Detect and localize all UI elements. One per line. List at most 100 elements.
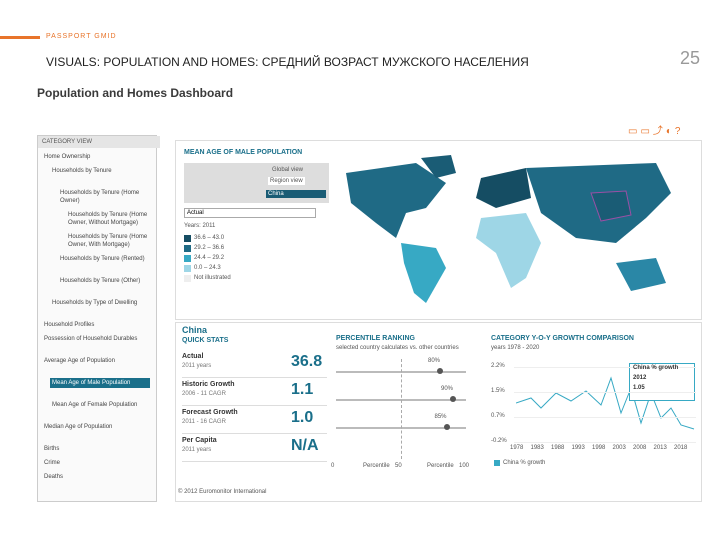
percentile-marker: [443, 424, 450, 430]
legend-swatch: [184, 235, 191, 242]
legend-swatch: [184, 265, 191, 272]
percentile-value: 80%: [428, 358, 441, 364]
stat-label: Actual: [182, 353, 204, 360]
tooltip-text: China % growth: [633, 365, 679, 371]
category-item[interactable]: Home Ownership: [44, 154, 91, 160]
x-tick-label: 2018: [674, 445, 688, 451]
stat-divider: [182, 461, 327, 462]
category-item[interactable]: Average Age of Population: [44, 358, 115, 364]
growth-title: CATEGORY Y-O-Y GROWTH COMPARISON: [491, 335, 634, 342]
category-item[interactable]: Household Profiles: [44, 322, 95, 328]
percentile-axis-label: Percentile: [363, 463, 390, 469]
x-tick-label: 1983: [530, 445, 544, 451]
tooltip: [629, 363, 695, 401]
legend-swatch: [184, 245, 191, 252]
stat-divider: [182, 405, 327, 406]
percentile-marker: [437, 368, 443, 374]
greenland: [421, 155, 456, 178]
footer: © 2012 Euromonitor International: [178, 489, 267, 495]
quick-stats-title: QUICK STATS: [182, 337, 229, 344]
tooltip-text: 2012: [633, 375, 647, 381]
category-item[interactable]: Households by Tenure: [52, 168, 112, 174]
europe: [476, 168, 531, 208]
south-america: [401, 243, 446, 303]
percentile-midline: [401, 359, 402, 459]
country-name: China: [182, 325, 208, 335]
stat-sub: 2011 years: [182, 447, 212, 453]
category-item[interactable]: Possession of Household Durables: [44, 336, 138, 342]
tooltip-text: 1.05: [633, 385, 645, 391]
grid-line: [514, 442, 696, 443]
details-panel: China QUICK STATS PERCENTILE RANKING sel…: [175, 322, 702, 502]
percentile-axis-label: 100: [459, 463, 470, 469]
search-box[interactable]: China: [266, 190, 326, 198]
stat-value: N/A: [291, 437, 319, 454]
view-box: Global view Region view China: [184, 163, 329, 203]
map-panel: MEAN AGE OF MALE POPULATION Global view …: [175, 140, 702, 320]
view-option[interactable]: Global view: [272, 167, 304, 173]
category-item[interactable]: Households by Tenure (Home Owner): [60, 190, 140, 204]
years: Years: 2011: [184, 223, 216, 229]
stat-divider: [182, 433, 327, 434]
accent-bar: [0, 36, 40, 39]
growth-series: [516, 376, 695, 430]
stat-divider: [182, 377, 327, 378]
legend-swatch: [184, 255, 191, 262]
x-tick-label: 2003: [612, 445, 626, 451]
category-item[interactable]: Deaths: [44, 474, 64, 480]
legend-label: 24.4 – 29.2: [194, 255, 225, 261]
stat-value: 1.1: [291, 381, 314, 398]
north-america: [346, 163, 446, 238]
category-item[interactable]: Households by Type of Dwelling: [52, 300, 138, 306]
percentile-value: 90%: [441, 386, 454, 392]
category-item[interactable]: Mean Age of Female Population: [52, 402, 138, 408]
percentile-value: 85%: [434, 414, 447, 420]
sidebar-title: CATEGORY VIEW: [38, 136, 160, 148]
stat-sub: 2011 years: [182, 363, 212, 369]
grid-line: [514, 392, 696, 393]
category-item[interactable]: Mean Age of Male Population: [50, 378, 150, 388]
toolbar[interactable]: ▭▭⤴◐?: [628, 126, 684, 137]
china[interactable]: [590, 190, 632, 222]
brand: PASSPORT GMID: [46, 33, 117, 40]
category-item[interactable]: Births: [44, 446, 60, 452]
growth-line: [516, 376, 695, 430]
grid-line: [514, 417, 696, 418]
legend-label: 36.6 – 43.0: [194, 235, 225, 241]
legend-swatch: [184, 275, 191, 282]
x-tick-label: 2008: [633, 445, 647, 451]
australia: [616, 258, 666, 291]
category-item[interactable]: Households by Tenure (Rented): [60, 256, 145, 262]
category-item[interactable]: Crime: [44, 460, 60, 466]
stat-value: 36.8: [291, 353, 323, 370]
y-tick-label: 1.5%: [491, 388, 505, 394]
percentile-title: PERCENTILE RANKING: [336, 335, 415, 342]
y-tick-label: -0.2%: [491, 438, 507, 444]
legend-label: 29.2 – 36.6: [194, 245, 225, 251]
slide-title: VISUALS: POPULATION AND HOMES: СРЕДНИЙ В…: [46, 55, 529, 69]
percentile-axis-label: Percentile: [427, 463, 454, 469]
percentile-axis-label: 0: [331, 463, 335, 469]
x-tick-label: 1998: [592, 445, 606, 451]
growth-subtitle: years 1978 - 2020: [491, 345, 540, 351]
measure-select[interactable]: Actual: [184, 208, 316, 218]
x-tick-label: 1988: [551, 445, 565, 451]
grid-line: [514, 367, 696, 368]
x-tick-label: 1993: [571, 445, 585, 451]
dashboard-title: Population and Homes Dashboard: [37, 86, 234, 100]
category-item[interactable]: Median Age of Population: [44, 424, 113, 430]
percentile-axis-label: 50: [395, 463, 402, 469]
view-option[interactable]: Region view: [268, 177, 305, 185]
category-item[interactable]: Households by Tenure (Other): [60, 278, 141, 284]
category-item[interactable]: Households by Tenure (Home Owner, Withou…: [68, 212, 148, 226]
growth-legend: China % growth: [503, 460, 546, 466]
page-number: 25: [680, 48, 701, 68]
legend-label: 0.0 – 24.3: [194, 265, 221, 271]
category-item[interactable]: Households by Tenure (Home Owner, With M…: [68, 234, 148, 248]
stat-label: Per Capita: [182, 437, 217, 444]
y-tick-label: 2.2%: [491, 363, 505, 369]
x-tick-label: 1978: [510, 445, 524, 451]
percentile-subtitle: selected country calculates vs. other co…: [336, 345, 459, 351]
legend-swatch: [494, 460, 500, 466]
